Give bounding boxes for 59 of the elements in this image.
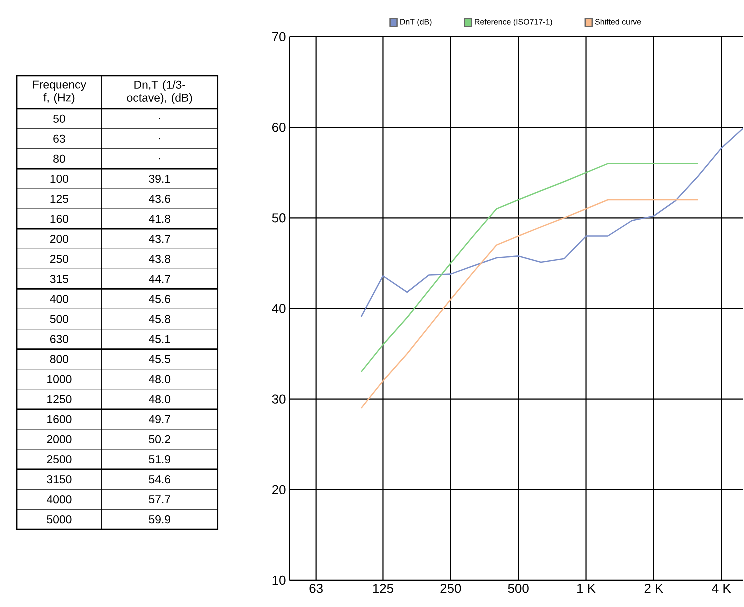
category-label: 1000 bbox=[48, 376, 72, 384]
category-label: 500 bbox=[50, 315, 69, 324]
text: 59.9 bbox=[149, 516, 170, 524]
y-tick-label: 60 bbox=[272, 123, 286, 132]
text: 54.6 bbox=[149, 476, 170, 484]
text: 41.8 bbox=[149, 215, 171, 224]
text: 39.1 bbox=[149, 175, 170, 184]
text: 43.8 bbox=[149, 255, 171, 264]
category-label: 3150 bbox=[47, 476, 72, 484]
text: 43.7 bbox=[149, 235, 170, 244]
category-label: 100 bbox=[50, 175, 69, 184]
category-label: 1600 bbox=[48, 416, 72, 424]
text: 57.7 bbox=[149, 496, 170, 504]
y-tick-label: 20 bbox=[272, 486, 286, 495]
category-label: 250 bbox=[50, 255, 69, 264]
text: 44.7 bbox=[149, 276, 170, 284]
category-label: 4000 bbox=[46, 496, 72, 504]
category-label: 400 bbox=[50, 295, 69, 304]
text: . bbox=[159, 118, 160, 120]
text: 50.2 bbox=[149, 436, 170, 444]
line-series bbox=[360, 128, 744, 318]
category-label: 1250 bbox=[48, 396, 72, 404]
category-label: 5000 bbox=[47, 516, 72, 524]
text: 45.1 bbox=[149, 336, 170, 344]
category-label: 50 bbox=[54, 115, 66, 124]
x-tick-label: 2 K bbox=[644, 584, 664, 594]
category-label: 2500 bbox=[47, 456, 72, 464]
category-label: 125 bbox=[50, 195, 69, 204]
text: . bbox=[159, 138, 160, 140]
x-tick-label: 1 K bbox=[578, 584, 596, 594]
y-tick-label: 40 bbox=[272, 304, 286, 314]
category-label: 315 bbox=[50, 275, 69, 284]
category-label: 80 bbox=[54, 155, 66, 164]
category-label: 160 bbox=[50, 215, 69, 224]
text: 45.8 bbox=[149, 315, 171, 324]
text: 45.6 bbox=[149, 295, 170, 304]
x-tick-label: 4 K bbox=[712, 584, 732, 594]
text: 45.5 bbox=[149, 356, 171, 364]
category-label: 2000 bbox=[47, 436, 72, 444]
text: . bbox=[159, 158, 160, 160]
x-tick-label: 63 bbox=[310, 584, 323, 594]
text: 48.0 bbox=[149, 396, 171, 404]
text: 51.9 bbox=[149, 456, 170, 464]
x-tick-label: 250 bbox=[440, 584, 462, 594]
y-tick-label: 70 bbox=[272, 32, 286, 42]
x-tick-label: 500 bbox=[508, 584, 529, 594]
text: 43.6 bbox=[149, 195, 170, 204]
y-tick-label: 30 bbox=[272, 394, 286, 404]
text: 48.0 bbox=[149, 376, 171, 384]
text: Frequency f, (Hz) bbox=[33, 81, 86, 104]
category-label: 630 bbox=[50, 335, 69, 344]
y-tick-label: 50 bbox=[272, 214, 286, 223]
text: Dn,T (1/3-octave), (dB) bbox=[127, 80, 192, 104]
category-label: 63 bbox=[54, 135, 66, 144]
text: 49.7 bbox=[149, 416, 170, 424]
category-label: 800 bbox=[50, 356, 69, 364]
category-label: 200 bbox=[50, 235, 69, 244]
y-tick-label: 10 bbox=[272, 576, 286, 586]
x-tick-label: 125 bbox=[373, 584, 394, 594]
